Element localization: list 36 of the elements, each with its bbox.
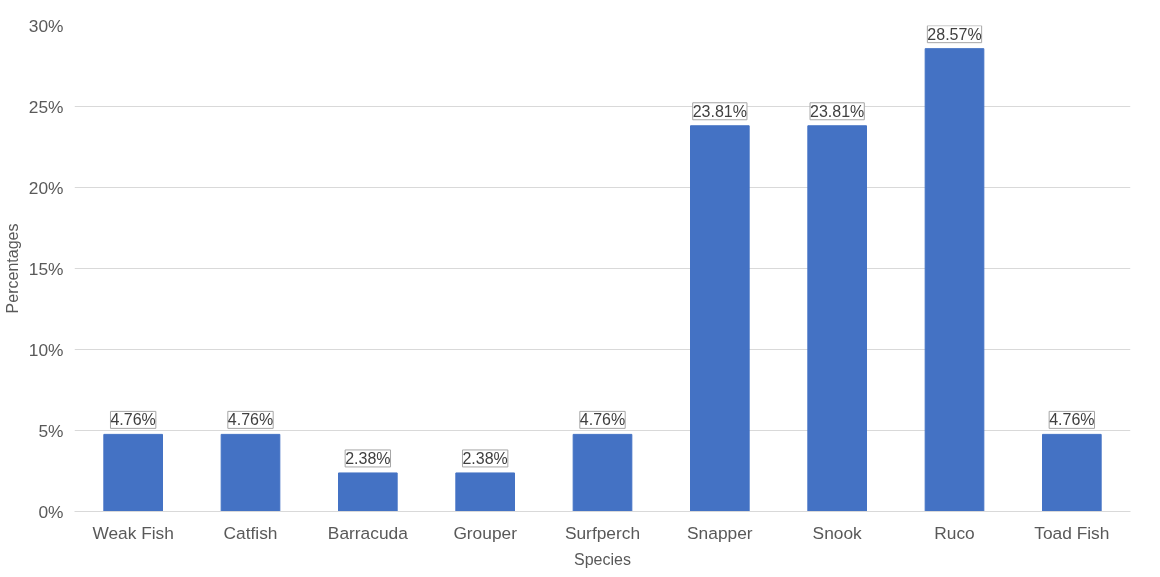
bar [338, 472, 398, 512]
x-tick-label: Grouper [453, 522, 518, 543]
y-tick-label: 10% [28, 339, 64, 360]
x-tick-label: Barracuda [327, 522, 409, 543]
data-label: 23.81% [810, 102, 865, 120]
data-label: 4.76% [1049, 411, 1095, 429]
y-tick-label: 25% [28, 96, 64, 117]
y-tick-label: 30% [28, 15, 64, 36]
bar [455, 472, 515, 512]
x-tick-label: Weak Fish [92, 522, 174, 543]
x-tick-label: Snook [812, 522, 863, 543]
x-tick-label: Toad Fish [1034, 522, 1110, 543]
y-tick-label: 0% [38, 501, 64, 522]
x-tick-label: Catfish [223, 522, 278, 543]
bar [924, 48, 985, 512]
bar [807, 125, 867, 512]
data-label: 2.38% [345, 449, 391, 467]
data-label: 4.76% [227, 411, 274, 429]
bar [220, 433, 281, 512]
x-tick-label: Surfperch [564, 522, 641, 543]
bar [103, 433, 163, 512]
data-label: 28.57% [927, 25, 982, 43]
y-tick-label: 15% [28, 258, 64, 279]
data-label: 4.76% [579, 411, 626, 429]
x-tick-label: Ruco [934, 522, 975, 543]
y-tick-label: 5% [38, 420, 64, 441]
bar [1042, 433, 1102, 512]
y-axis-title: Percentages [3, 223, 21, 314]
x-tick-label: Snapper [687, 522, 753, 543]
data-label: 2.38% [462, 449, 508, 467]
bar [690, 125, 750, 512]
data-label: 4.76% [110, 411, 156, 429]
x-axis-title: Species [574, 550, 631, 568]
data-label: 23.81% [692, 102, 747, 120]
y-tick-label: 20% [28, 177, 64, 198]
bar [572, 433, 633, 512]
